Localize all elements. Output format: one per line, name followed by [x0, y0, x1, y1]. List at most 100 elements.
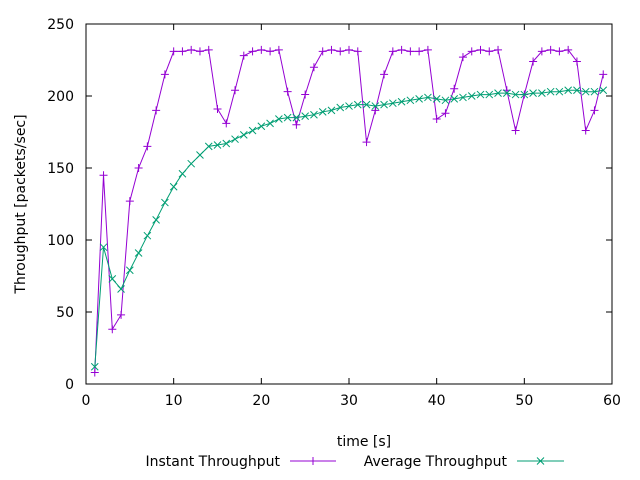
data-point-cross [213, 141, 222, 149]
x-tick-label: 20 [252, 393, 270, 409]
data-point-plus [169, 47, 178, 56]
series-line [94, 89, 604, 367]
data-point-plus [134, 164, 143, 172]
data-point-plus [485, 47, 494, 56]
x-tick-label: 40 [428, 393, 446, 409]
data-point-plus [318, 47, 327, 56]
data-point-plus [309, 457, 317, 465]
data-point-plus [143, 142, 152, 151]
data-point-plus [178, 47, 187, 56]
data-point-cross [406, 96, 415, 105]
data-point-cross [310, 110, 318, 119]
data-point-cross [117, 285, 125, 293]
data-point-plus [231, 86, 240, 95]
data-point-cross [502, 89, 511, 97]
data-point-plus [380, 70, 389, 79]
data-point-cross [432, 95, 441, 103]
data-point-plus [336, 47, 345, 56]
data-point-cross [362, 100, 371, 109]
data-point-cross [327, 106, 336, 115]
data-point-plus [423, 45, 432, 54]
data-point-cross [538, 89, 546, 97]
data-point-cross [125, 266, 134, 275]
data-point-cross [590, 87, 599, 96]
data-point-cross [581, 87, 590, 96]
data-point-plus [213, 104, 222, 113]
data-point-cross [555, 87, 564, 96]
data-point-cross [99, 243, 108, 252]
series-line [94, 49, 604, 373]
data-point-plus [415, 47, 424, 56]
data-point-cross [494, 89, 502, 97]
data-point-cross [108, 275, 117, 283]
y-tick-label: 50 [56, 305, 74, 321]
data-point-cross [318, 107, 327, 116]
data-point-plus [327, 45, 336, 54]
data-point-plus [494, 45, 503, 54]
data-point-plus [248, 47, 257, 56]
data-point-cross [536, 457, 545, 465]
data-point-plus [309, 63, 318, 72]
data-point-plus [257, 45, 266, 54]
data-point-cross [424, 93, 432, 102]
data-point-cross [476, 90, 485, 99]
data-point-cross [275, 115, 283, 123]
data-point-cross [345, 102, 353, 110]
data-point-cross [257, 122, 266, 131]
data-point-plus [292, 120, 301, 129]
data-point-cross [152, 215, 160, 224]
data-point-cross [450, 95, 459, 103]
data-point-plus [187, 45, 196, 54]
data-point-plus [266, 47, 275, 56]
data-point-cross [143, 231, 152, 240]
legend-label: Average Throughput [364, 454, 508, 470]
data-point-cross [415, 95, 423, 103]
data-point-cross [178, 169, 187, 178]
data-point-cross [283, 113, 292, 122]
data-point-cross [441, 96, 450, 105]
data-point-plus [546, 45, 555, 54]
data-point-cross [380, 100, 388, 109]
data-point-cross [204, 142, 213, 151]
x-tick-label: 10 [165, 393, 183, 409]
data-point-plus [388, 47, 397, 56]
series-0 [90, 45, 608, 377]
data-point-plus [564, 45, 573, 54]
data-point-cross [196, 151, 204, 159]
data-point-plus [345, 45, 353, 54]
data-point-cross [161, 198, 169, 207]
data-point-cross [564, 86, 573, 95]
data-point-plus [362, 138, 371, 147]
data-point-plus [108, 325, 117, 334]
data-point-cross [599, 86, 608, 95]
data-point-cross [371, 102, 380, 110]
data-point-plus [599, 70, 608, 79]
x-axis-label: time [s] [337, 434, 391, 450]
data-point-cross [459, 93, 467, 102]
legend-label: Instant Throughput [146, 454, 281, 470]
data-point-plus [511, 126, 520, 135]
data-point-cross [467, 92, 476, 100]
y-tick-label: 0 [65, 377, 74, 393]
y-tick-label: 150 [47, 161, 74, 177]
data-point-plus [458, 53, 467, 62]
data-point-plus [90, 368, 99, 377]
data-point-plus [441, 109, 450, 118]
series-layer [90, 45, 608, 377]
data-point-cross [397, 97, 406, 106]
legend-entry: Instant Throughput [146, 454, 336, 470]
data-point-plus [406, 47, 415, 56]
data-point-plus [572, 57, 581, 66]
data-point-plus [152, 106, 161, 115]
y-axis-label: Throughput [packets/sec] [13, 114, 29, 294]
data-point-cross [90, 362, 99, 371]
data-point-cross [266, 119, 274, 128]
data-point-plus [467, 47, 476, 56]
y-tick-label: 100 [47, 233, 74, 249]
data-point-plus [450, 84, 459, 93]
data-point-plus [125, 197, 134, 206]
data-point-cross [248, 126, 257, 135]
data-point-cross [169, 182, 178, 191]
series-1 [90, 86, 608, 371]
data-point-cross [336, 103, 345, 112]
